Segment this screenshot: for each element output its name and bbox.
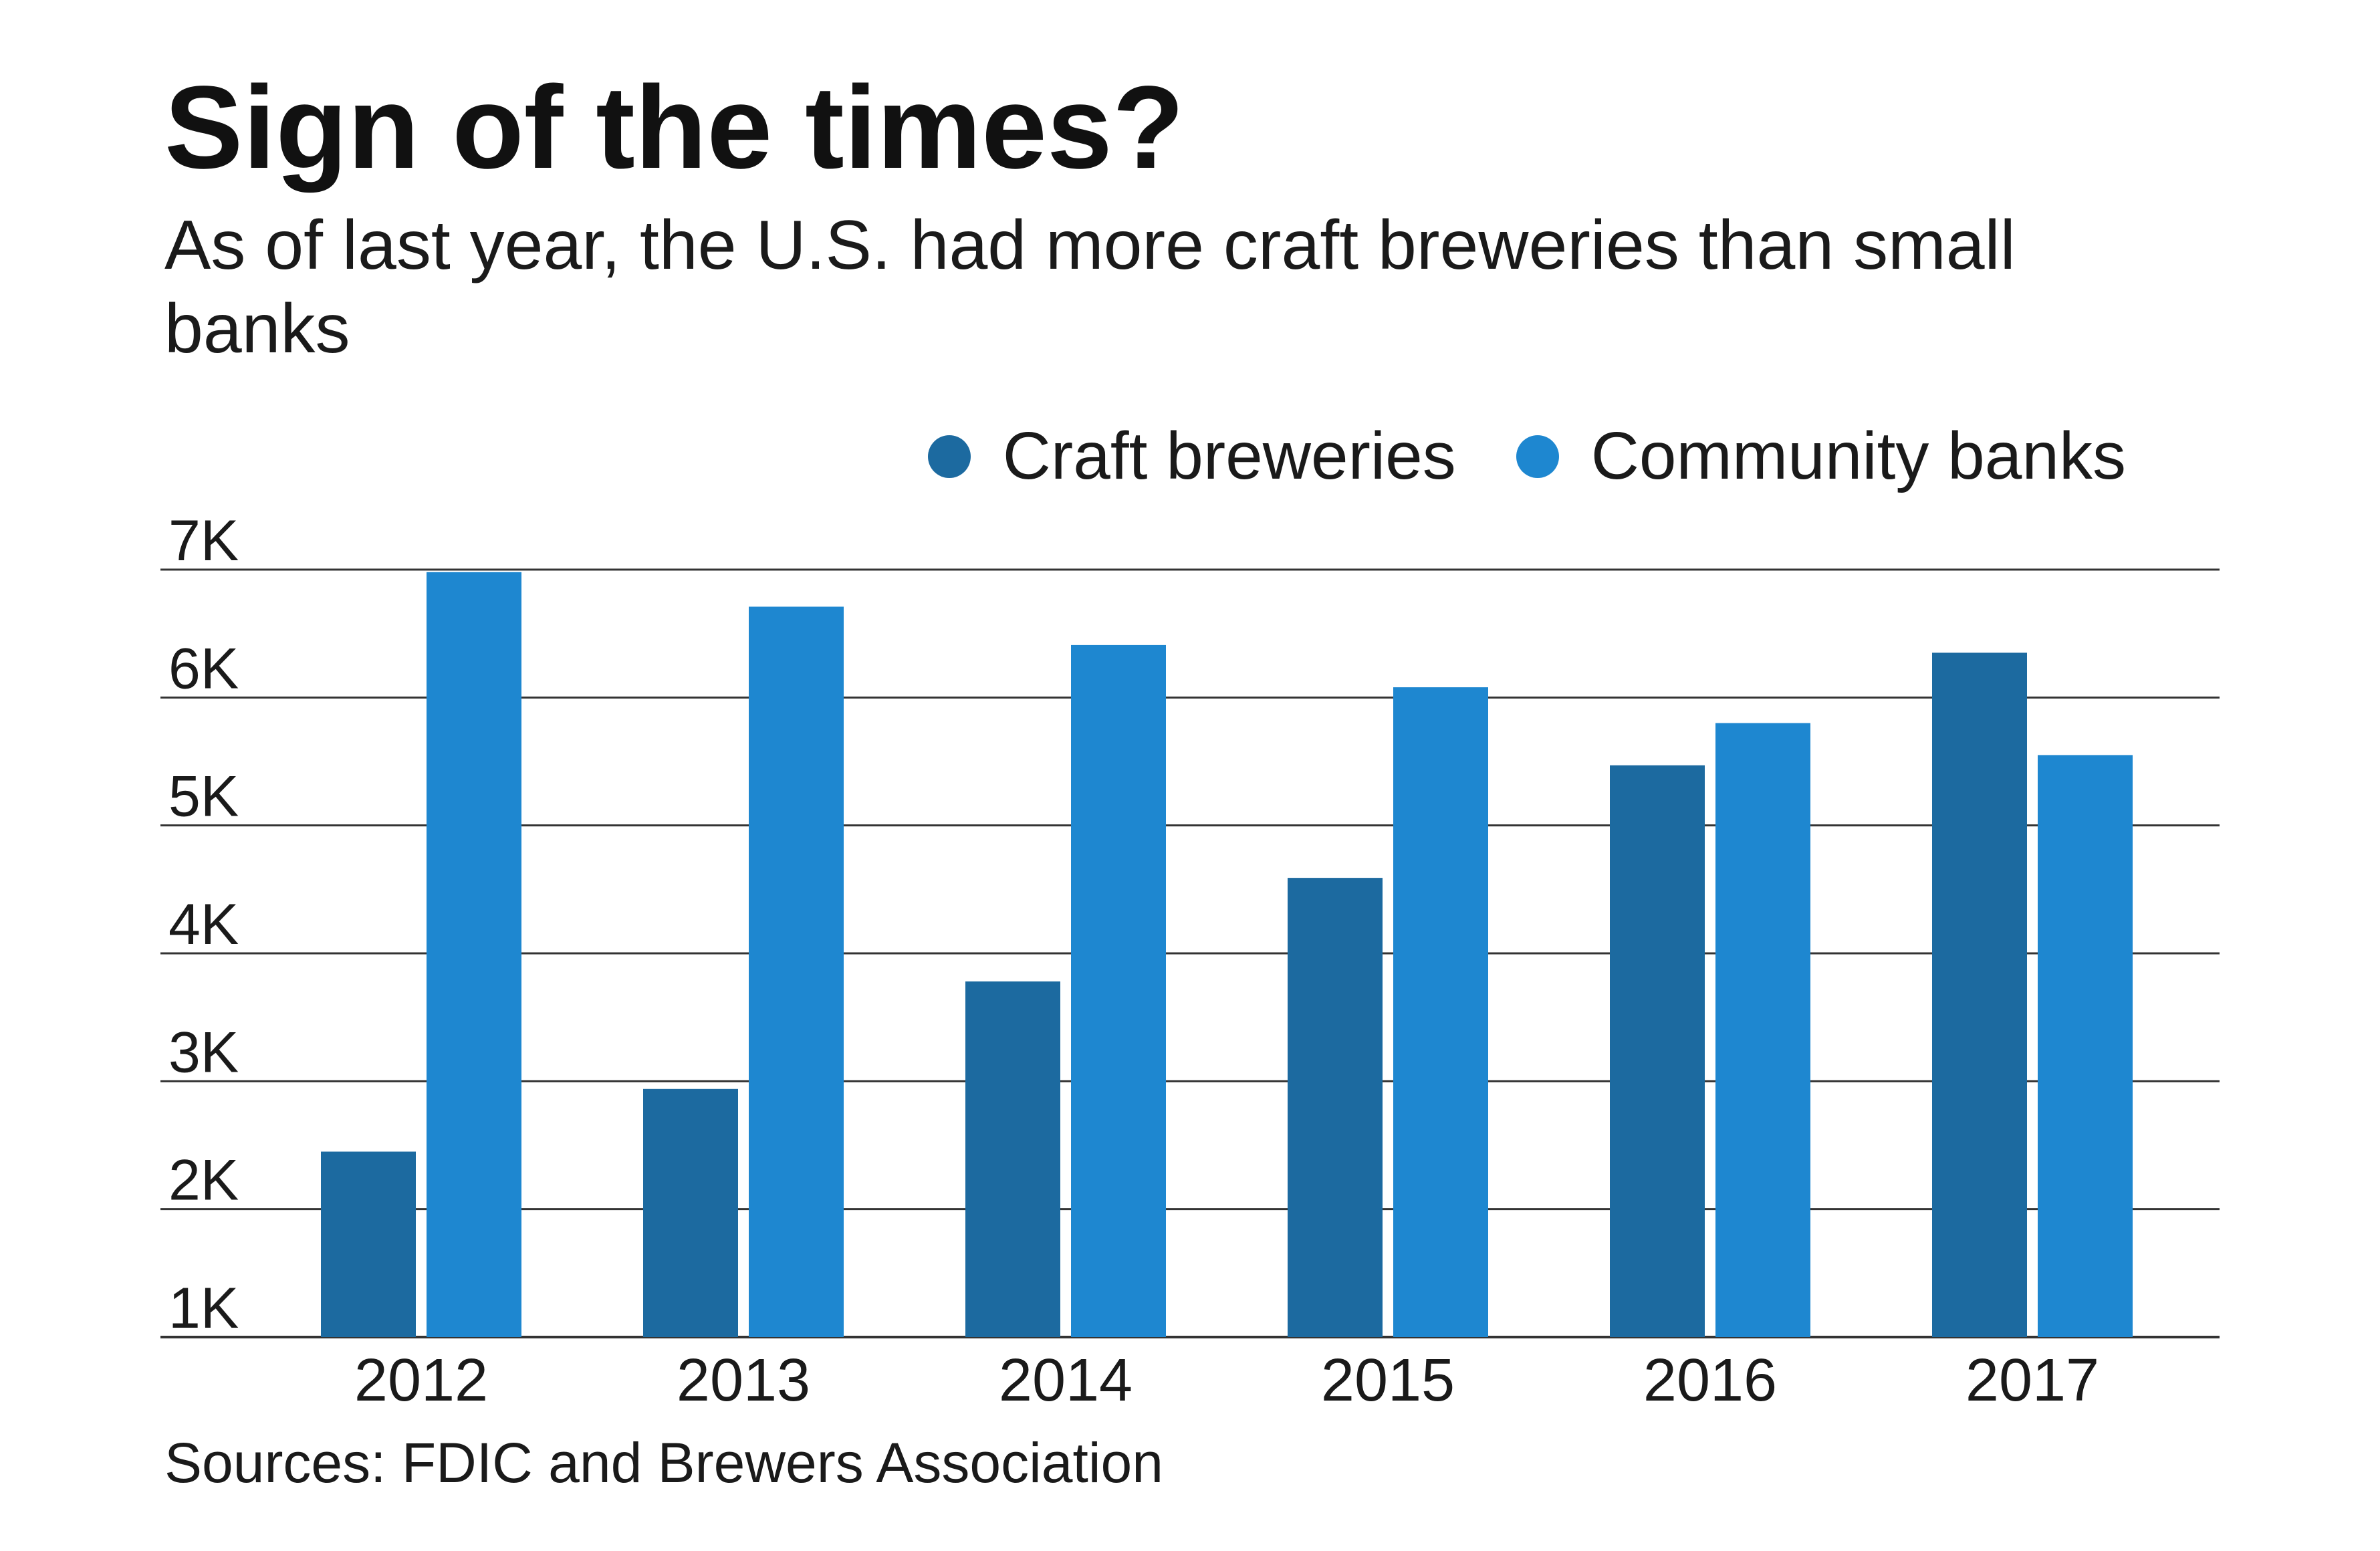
bar-community-banks-2016: [1715, 723, 1810, 1337]
legend-label-craft-breweries: Craft breweries: [1002, 419, 1456, 493]
y-tick-label: 3K: [168, 1020, 239, 1084]
bars: [321, 572, 2133, 1337]
legend-item-craft-breweries: Craft breweries: [927, 418, 1456, 495]
legend-label-community-banks: Community banks: [1590, 419, 2126, 493]
y-axis-labels: 1K 2K 3K 4K 5K 6K 7K: [168, 509, 239, 1340]
y-tick-label: 7K: [168, 509, 239, 573]
bar-community-banks-2014: [1071, 644, 1166, 1337]
bar-craft-breweries-2013: [643, 1088, 738, 1337]
bar-craft-breweries-2016: [1610, 765, 1705, 1337]
y-tick-label: 5K: [168, 765, 239, 829]
y-tick-label: 4K: [168, 892, 239, 957]
bar-craft-breweries-2015: [1288, 878, 1383, 1337]
source-note: Sources: FDIC and Brewers Association: [164, 1431, 1163, 1494]
x-tick-label: 2012: [354, 1347, 488, 1414]
x-tick-label: 2016: [1643, 1347, 1777, 1414]
legend-swatch-community-banks: [1516, 435, 1559, 478]
legend-swatch-craft-breweries: [927, 435, 971, 478]
x-tick-label: 2015: [1321, 1347, 1455, 1414]
bar-community-banks-2015: [1393, 687, 1488, 1337]
bar-community-banks-2012: [427, 572, 521, 1337]
bar-community-banks-2013: [749, 606, 844, 1337]
chart-title: Sign of the times?: [164, 62, 1185, 193]
bar-craft-breweries-2017: [1932, 652, 2027, 1337]
x-axis-labels: 2012 2013 2014 2015 2016 2017: [354, 1347, 2099, 1414]
x-tick-label: 2017: [1966, 1347, 2099, 1414]
y-tick-label: 6K: [168, 636, 239, 701]
x-tick-label: 2014: [999, 1347, 1133, 1414]
legend-item-community-banks: Community banks: [1516, 418, 2126, 495]
bar-craft-breweries-2014: [965, 981, 1060, 1337]
chart-legend: Craft breweries Community banks: [868, 418, 2126, 495]
bar-craft-breweries-2012: [321, 1151, 416, 1337]
x-tick-label: 2013: [677, 1347, 810, 1414]
y-tick-label: 1K: [168, 1276, 239, 1340]
y-tick-label: 2K: [168, 1149, 239, 1213]
bar-community-banks-2017: [2038, 755, 2133, 1337]
chart-subtitle: As of last year, the U.S. had more craft…: [164, 207, 2016, 368]
